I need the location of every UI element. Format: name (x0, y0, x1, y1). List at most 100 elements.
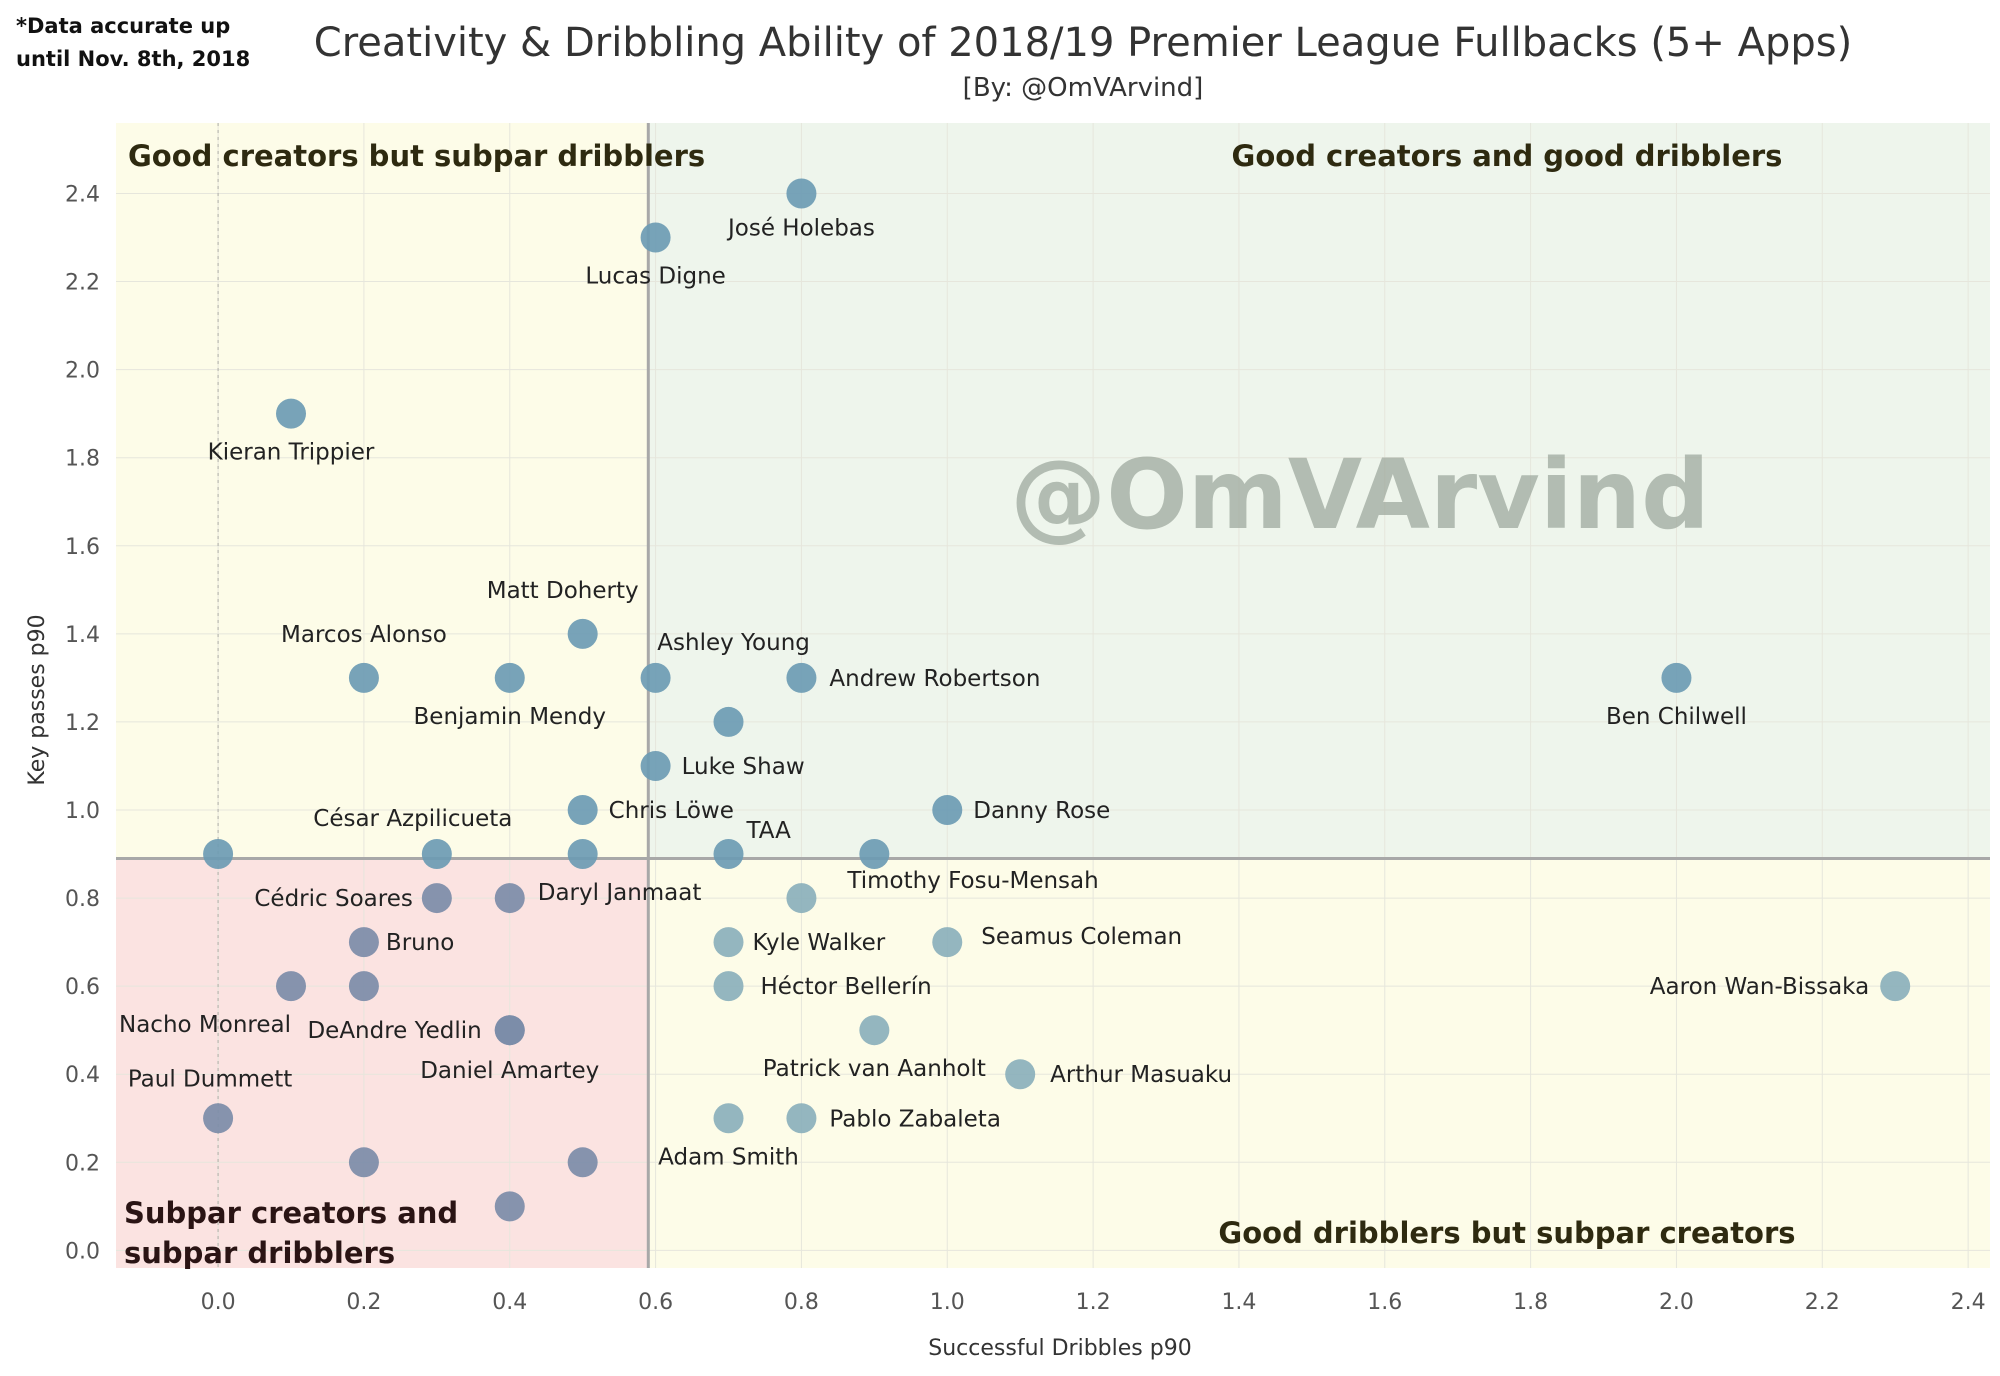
quadrant-label-bottom-right: Good dribblers but subpar creators (1218, 1216, 1795, 1250)
point-label: Lucas Digne (585, 264, 725, 290)
data-point (640, 750, 671, 781)
quadrant-bg-bottom-left (116, 858, 649, 1268)
data-point (494, 883, 525, 914)
data-point (276, 398, 307, 429)
y-tick-label: 1.4 (65, 623, 100, 648)
point-label: Pablo Zabaleta (829, 1106, 1001, 1132)
data-point (1661, 662, 1692, 693)
quadrant-backgrounds (116, 123, 1991, 1268)
y-tick-label: 1.0 (65, 799, 100, 824)
data-point (786, 662, 817, 693)
x-tick-label: 1.4 (1221, 1290, 1256, 1315)
x-tick-label: 1.8 (1513, 1290, 1548, 1315)
point-label: Timothy Fosu-Mensah (846, 868, 1098, 894)
y-tick-label: 2.2 (65, 271, 100, 296)
quadrant-bg-top-right (648, 123, 1991, 859)
data-accuracy-note: *Data accurate up until Nov. 8th, 2018 (16, 14, 251, 71)
y-tick-label: 0.8 (65, 887, 100, 912)
x-tick-label: 2.0 (1659, 1290, 1694, 1315)
data-point (494, 1015, 525, 1046)
point-label: Ashley Young (657, 630, 810, 656)
point-label: Aaron Wan-Bissaka (1650, 974, 1869, 1000)
point-label: Patrick van Aanholt (763, 1056, 986, 1082)
data-point (276, 971, 307, 1002)
quadrant-bg-top-left (116, 123, 649, 859)
x-axis-label: Successful Dribbles p90 (928, 1336, 1191, 1361)
point-label: Nacho Monreal (119, 1012, 291, 1038)
data-point (567, 795, 598, 825)
data-point (348, 662, 379, 693)
point-label: DeAndre Yedlin (307, 1018, 481, 1044)
x-tick-label: 0.8 (784, 1290, 819, 1315)
point-label: Benjamin Mendy (414, 704, 606, 730)
point-label: Andrew Robertson (829, 666, 1040, 692)
data-point (203, 1103, 234, 1134)
data-point (348, 927, 379, 958)
y-tick-label: 0.6 (65, 975, 100, 1000)
x-tick-label: 0.2 (346, 1290, 381, 1315)
quadrant-bg-bottom-right (648, 858, 1991, 1268)
point-label: Chris Löwe (609, 798, 734, 824)
data-point (421, 883, 452, 914)
data-point (348, 971, 379, 1002)
point-label: Seamus Coleman (981, 924, 1182, 950)
point-label: Kyle Walker (753, 930, 886, 956)
data-point (786, 1103, 817, 1134)
point-label: Daniel Amartey (420, 1058, 599, 1084)
data-points (203, 178, 1911, 1222)
y-tick-label: 0.0 (65, 1239, 100, 1264)
data-point (421, 839, 452, 870)
data-point (1005, 1059, 1036, 1090)
point-label: Ben Chilwell (1606, 704, 1747, 730)
data-point (713, 927, 744, 958)
point-label: Paul Dummett (128, 1066, 293, 1092)
quadrant-label-line: subpar dribblers (124, 1236, 395, 1270)
point-label: Adam Smith (658, 1144, 799, 1170)
data-point (1880, 971, 1911, 1002)
y-tick-label: 1.8 (65, 447, 100, 472)
data-point (567, 1147, 598, 1178)
quadrant-label-line: Subpar creators and (124, 1196, 458, 1230)
quadrant-label-top-right: Good creators and good dribblers (1232, 139, 1783, 173)
data-point (567, 618, 598, 649)
data-point (713, 971, 744, 1002)
point-label: Matt Doherty (487, 578, 639, 604)
data-point (640, 222, 671, 253)
data-point (932, 927, 963, 958)
data-point (494, 1191, 525, 1222)
data-point (786, 883, 817, 914)
point-label: José Holebas (726, 215, 875, 241)
point-label: César Azpilicueta (313, 806, 512, 832)
point-label: Bruno (386, 930, 454, 956)
data-point (203, 839, 234, 870)
y-tick-label: 1.6 (65, 535, 100, 560)
y-tick-label: 0.2 (65, 1151, 100, 1176)
x-tick-label: 1.6 (1367, 1290, 1402, 1315)
x-tick-label: 0.6 (638, 1290, 673, 1315)
quadrant-label-bottom-left: Subpar creators and subpar dribblers (124, 1196, 458, 1270)
x-tick-label: 2.4 (1951, 1290, 1986, 1315)
data-point (713, 706, 744, 737)
data-point (494, 662, 525, 693)
data-point (567, 839, 598, 870)
x-tick-label: 1.2 (1076, 1290, 1111, 1315)
x-tick-label: 0.4 (492, 1290, 527, 1315)
x-tick-label: 0.0 (201, 1290, 236, 1315)
point-label: Marcos Alonso (281, 622, 447, 648)
point-label: Luke Shaw (682, 754, 805, 780)
quadrant-label-top-left: Good creators but subpar dribblers (128, 139, 705, 173)
chart-subtitle: [By: @OmVArvind] (963, 73, 1204, 103)
y-tick-label: 2.4 (65, 182, 100, 207)
y-axis-label: Key passes p90 (25, 614, 50, 785)
data-point (932, 795, 963, 825)
data-point (786, 178, 817, 209)
data-point (640, 662, 671, 693)
point-label: Héctor Bellerín (761, 974, 932, 1000)
data-point (348, 1147, 379, 1178)
point-label: TAA (746, 818, 792, 844)
data-point (859, 1015, 890, 1046)
point-label: Danny Rose (973, 798, 1110, 824)
x-tick-label: 1.0 (930, 1290, 965, 1315)
